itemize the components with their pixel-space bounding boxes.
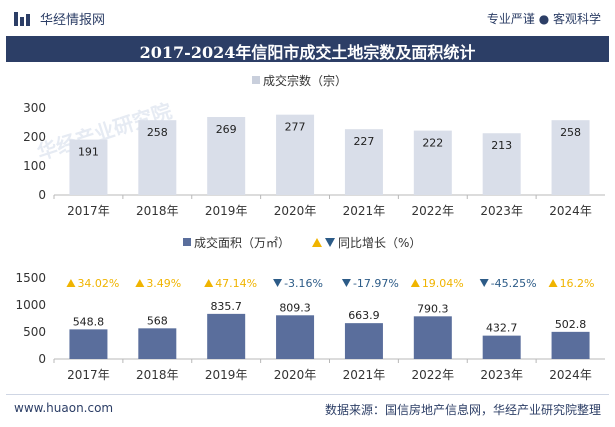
area-y-tick: 1000 xyxy=(15,298,46,312)
growth-down-icon xyxy=(341,279,351,287)
growth-down-icon xyxy=(479,279,489,287)
count-value-label: 269 xyxy=(216,123,237,136)
area-bar xyxy=(482,335,521,359)
count-x-tick: 2020年 xyxy=(274,204,317,218)
area-y-tick: 0 xyxy=(38,352,46,366)
area-value-label: 568 xyxy=(147,314,168,327)
growth-up-icon xyxy=(66,279,76,287)
area-value-label: 790.3 xyxy=(417,302,449,315)
growth-legend-label: 同比增长（%） xyxy=(338,236,421,250)
count-value-label: 222 xyxy=(422,137,443,150)
brand-logo-icon xyxy=(14,11,32,26)
count-value-label: 258 xyxy=(560,126,581,139)
area-value-label: 432.7 xyxy=(486,322,518,335)
area-bar xyxy=(138,328,177,359)
area-x-tick: 2018年 xyxy=(136,368,179,382)
area-y-tick: 1500 xyxy=(15,271,46,285)
footer-website: www.huaon.com xyxy=(14,401,114,415)
title-band: 2017-2024年信阳市成交土地宗数及面积统计 xyxy=(6,36,609,62)
count-x-tick: 2017年 xyxy=(67,204,110,218)
area-chart: 成交面积（万㎡） 同比增长（%） 0 500 1000 1500 548.8 34.02% 20… xyxy=(15,235,605,382)
growth-up-icon xyxy=(204,279,214,287)
tagline: 专业严谨 ● 客观科学 xyxy=(486,12,601,26)
area-bar xyxy=(69,329,108,359)
count-y-tick: 100 xyxy=(23,159,46,173)
count-bar xyxy=(138,120,177,195)
count-bar xyxy=(344,129,383,195)
count-x-tick: 2024年 xyxy=(549,204,592,218)
count-bar xyxy=(69,139,108,195)
footer-source: 数据来源：国信房地产信息网，华经产业研究院整理 xyxy=(324,403,601,417)
area-value-label: 548.8 xyxy=(73,315,105,328)
growth-label: -3.16% xyxy=(284,277,323,290)
brand: 华经情报网 xyxy=(14,9,105,28)
count-value-label: 191 xyxy=(78,146,99,159)
area-x-tick: 2020年 xyxy=(274,368,317,382)
count-value-label: 258 xyxy=(147,126,168,139)
count-legend: 成交宗数（宗） xyxy=(252,73,347,88)
count-bar xyxy=(551,120,590,195)
area-y-tick: 500 xyxy=(23,325,46,339)
growth-up-icon xyxy=(135,279,145,287)
area-value-label: 835.7 xyxy=(210,300,242,313)
count-legend-swatch xyxy=(252,76,260,84)
growth-up-icon xyxy=(410,279,420,287)
area-x-tick: 2023年 xyxy=(480,368,523,382)
count-y-tick: 0 xyxy=(38,188,46,202)
growth-up-icon xyxy=(548,279,558,287)
growth-label: 16.2% xyxy=(560,277,595,290)
growth-label: 47.14% xyxy=(215,277,257,290)
count-y-tick: 300 xyxy=(23,101,46,115)
area-bar xyxy=(413,316,452,359)
growth-label: 19.04% xyxy=(422,277,464,290)
growth-label: -17.97% xyxy=(353,277,399,290)
growth-down-icon xyxy=(273,279,283,287)
area-bar xyxy=(344,323,383,359)
area-bar xyxy=(551,331,590,359)
area-bar xyxy=(207,313,246,359)
count-value-label: 277 xyxy=(285,121,306,134)
count-x-tick: 2022年 xyxy=(412,204,455,218)
growth-legend-down-icon xyxy=(325,238,335,247)
count-bar xyxy=(482,133,521,195)
area-legend-swatch xyxy=(183,238,191,246)
growth-label: 3.49% xyxy=(146,277,181,290)
growth-label: 34.02% xyxy=(77,277,119,290)
count-x-tick: 2023年 xyxy=(480,204,523,218)
area-legend-label: 成交面积（万㎡） xyxy=(194,235,290,250)
area-value-label: 663.9 xyxy=(348,309,380,322)
count-y-tick: 200 xyxy=(23,130,46,144)
area-x-tick: 2021年 xyxy=(343,368,386,382)
area-x-tick: 2022年 xyxy=(412,368,455,382)
area-x-tick: 2019年 xyxy=(205,368,248,382)
growth-label: -45.25% xyxy=(491,277,537,290)
area-x-tick: 2017年 xyxy=(67,368,110,382)
brand-name: 华经情报网 xyxy=(40,13,106,28)
area-value-label: 502.8 xyxy=(555,318,587,331)
count-chart: 成交宗数（宗） 0 100 200 300 191 2017年 258 2018年 269 2019… xyxy=(23,73,605,218)
area-x-tick: 2024年 xyxy=(549,368,592,382)
area-value-label: 809.3 xyxy=(279,301,311,314)
header-bar: 华经情报网 专业严谨 ● 客观科学 xyxy=(0,0,615,36)
count-x-tick: 2018年 xyxy=(136,204,179,218)
count-bar xyxy=(207,116,246,195)
count-x-tick: 2019年 xyxy=(205,204,248,218)
count-value-label: 213 xyxy=(491,139,512,152)
growth-legend-up-icon xyxy=(312,238,322,247)
chart-title: 2017-2024年信阳市成交土地宗数及面积统计 xyxy=(139,43,476,62)
count-legend-label: 成交宗数（宗） xyxy=(263,73,347,88)
area-bar xyxy=(276,315,315,359)
count-bar xyxy=(413,130,452,195)
area-legend: 成交面积（万㎡） 同比增长（%） xyxy=(183,235,421,250)
footer-divider xyxy=(6,394,609,395)
count-value-label: 227 xyxy=(353,135,374,148)
count-x-tick: 2021年 xyxy=(343,204,386,218)
count-bar xyxy=(276,114,315,195)
